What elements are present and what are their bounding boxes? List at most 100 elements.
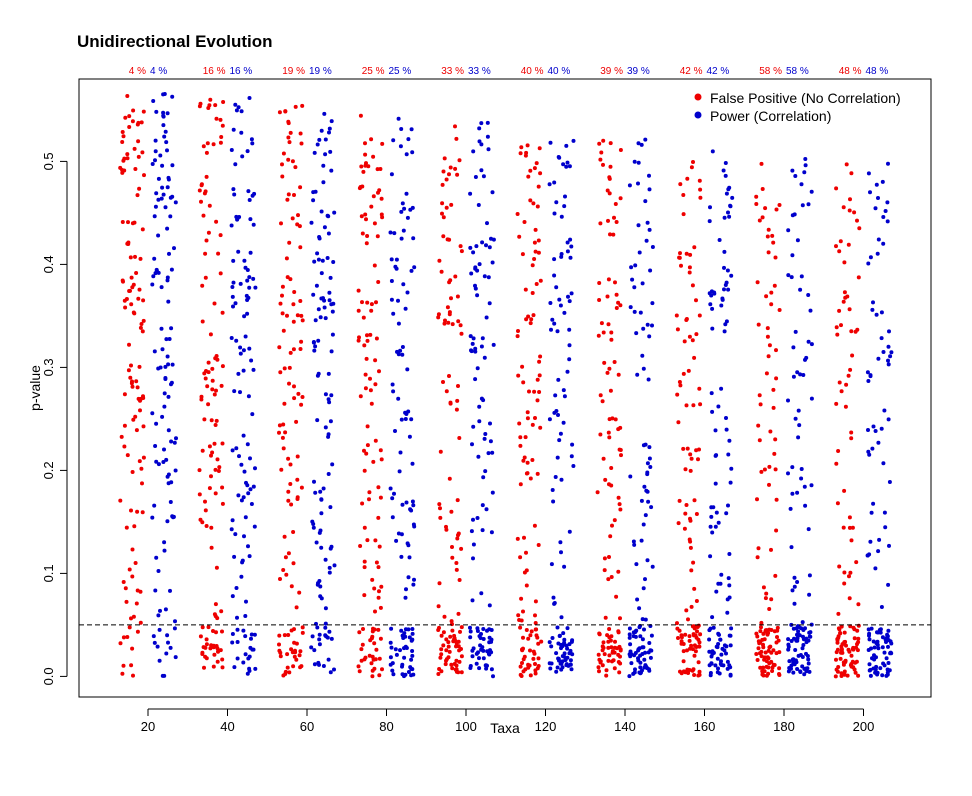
false-positive-point <box>607 191 612 196</box>
false-positive-point <box>281 673 286 678</box>
power-point <box>724 191 729 196</box>
power-point <box>156 569 161 573</box>
power-point <box>403 410 408 415</box>
false-positive-point <box>130 470 135 474</box>
false-positive-point <box>135 122 140 127</box>
power-point <box>640 652 645 656</box>
power-point <box>409 127 414 132</box>
power-point <box>168 645 173 650</box>
power-point <box>728 203 733 208</box>
power-point <box>482 355 487 360</box>
power-point <box>882 408 887 413</box>
false-positive-point <box>757 393 762 398</box>
power-point <box>491 674 495 679</box>
false-positive-point <box>839 671 844 676</box>
power-point <box>165 633 170 638</box>
power-point <box>627 632 632 637</box>
false-positive-point <box>378 605 383 610</box>
power-point <box>866 171 871 176</box>
false-positive-point <box>129 381 134 386</box>
false-positive-point <box>285 665 290 670</box>
power-point <box>628 474 633 479</box>
false-positive-point <box>124 599 129 604</box>
false-positive-point <box>360 501 365 506</box>
power-point <box>312 150 317 155</box>
false-positive-point <box>522 570 527 575</box>
false-positive-point <box>600 663 605 668</box>
power-point <box>477 262 482 267</box>
rate-labels: 4 % 4 % 16 % 16 % 19 % 19 % 25 % 25 % 33 % 33 % 40… <box>129 66 889 77</box>
false-positive-point <box>847 307 852 312</box>
false-positive-point <box>842 581 847 586</box>
power-point <box>319 128 324 133</box>
power-point <box>875 630 879 635</box>
power-point <box>410 205 415 210</box>
false-positive-point <box>298 649 303 654</box>
power-point <box>716 642 721 646</box>
power-point <box>252 632 257 637</box>
power-point <box>866 428 870 432</box>
power-point <box>391 389 396 394</box>
false-positive-point <box>357 630 362 635</box>
power-point <box>151 99 156 103</box>
false-positive-point <box>755 280 760 285</box>
false-positive-point <box>130 285 135 290</box>
power-point <box>247 654 252 659</box>
false-positive-point <box>439 269 444 274</box>
power-point <box>865 553 870 558</box>
power-point <box>481 627 486 631</box>
false-positive-point <box>684 251 689 256</box>
power-point <box>237 215 242 219</box>
power-point <box>557 155 562 160</box>
power-point <box>786 228 791 233</box>
power-point <box>489 530 494 535</box>
false-positive-point <box>681 193 686 197</box>
false-positive-point <box>365 333 369 338</box>
false-positive-point <box>606 430 611 435</box>
power-point <box>169 382 173 387</box>
power-point <box>722 648 727 653</box>
false-positive-point <box>764 371 769 376</box>
power-point <box>565 646 570 651</box>
false-positive-point <box>299 339 304 344</box>
false-positive-point <box>697 669 702 674</box>
false-positive-point <box>450 666 455 671</box>
false-positive-point <box>763 206 768 211</box>
false-positive-point <box>282 366 287 371</box>
false-positive-point <box>288 130 293 135</box>
power-point <box>229 148 234 152</box>
power-point <box>631 539 636 544</box>
power-point <box>477 666 482 671</box>
power-point <box>875 670 880 675</box>
false-positive-point <box>842 260 847 265</box>
false-positive-point <box>523 435 528 440</box>
power-rate-label: 48 % <box>866 66 889 77</box>
power-point <box>647 334 652 339</box>
false-positive-point <box>208 332 213 337</box>
false-positive-point <box>138 620 143 625</box>
false-positive-point <box>517 234 522 239</box>
false-positive-point <box>455 536 460 541</box>
false-positive-point <box>359 647 364 652</box>
power-point <box>235 627 240 632</box>
false-positive-point <box>761 585 766 590</box>
false-positive-point <box>844 382 849 387</box>
false-positive-point <box>200 319 205 324</box>
power-point <box>707 637 712 642</box>
power-point <box>879 336 884 341</box>
false-positive-point <box>758 629 763 634</box>
false-positive-point <box>607 366 612 371</box>
false-positive-point <box>122 423 127 428</box>
power-point <box>642 484 647 489</box>
false-positive-point <box>612 360 617 364</box>
power-point <box>232 665 237 670</box>
power-point <box>173 655 178 660</box>
false-positive-point <box>437 581 442 586</box>
false-positive-point <box>370 577 375 582</box>
false-positive-point <box>849 329 854 334</box>
power-point <box>409 638 414 643</box>
false-positive-point <box>369 661 374 666</box>
false-positive-point <box>538 278 543 283</box>
false-positive-point <box>454 658 459 663</box>
power-point <box>880 673 885 678</box>
